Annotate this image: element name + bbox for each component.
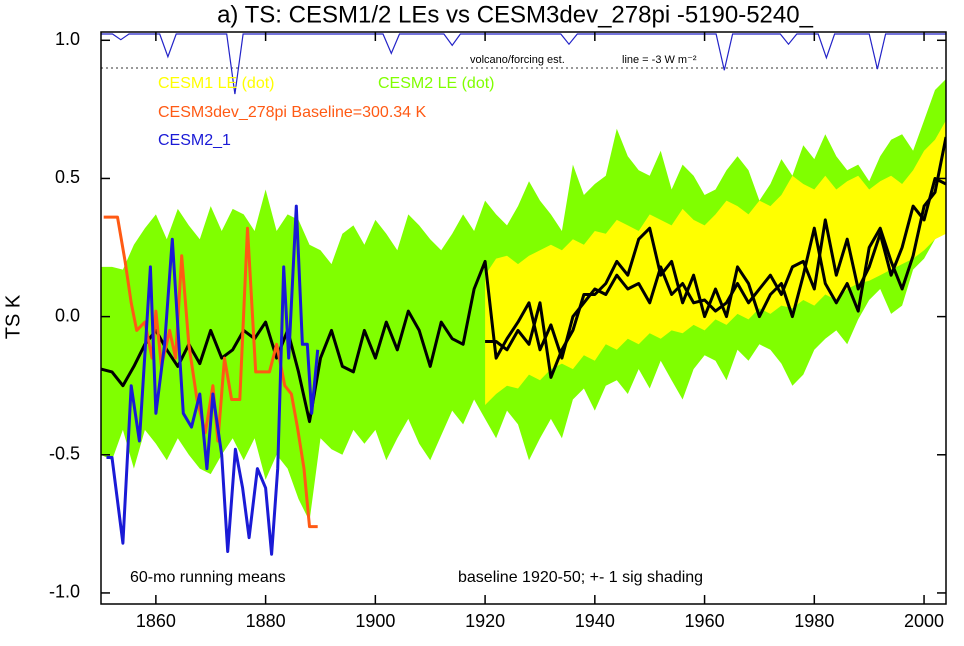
x-tick-label: 1920 — [465, 611, 505, 631]
x-tick-label: 1860 — [136, 611, 176, 631]
y-tick-label: 1.0 — [55, 29, 80, 49]
x-tick-label: 1880 — [246, 611, 286, 631]
annotation: baseline 1920-50; +- 1 sig shading — [458, 569, 703, 586]
y-axis-label: TS K — [2, 294, 24, 339]
x-tick-label: 1940 — [575, 611, 615, 631]
legend-entry: CESM3dev_278pi Baseline=300.34 K — [158, 104, 427, 121]
chart-title: a) TS: CESM1/2 LEs vs CESM3dev_278pi -51… — [217, 1, 814, 28]
ensemble-mean-line — [485, 136, 946, 379]
y-tick-label: -0.5 — [49, 444, 80, 464]
forcing-reference-label: line = -3 W m⁻² — [622, 54, 697, 66]
legend-entry: CESM2_1 — [158, 132, 231, 149]
series-line — [103, 215, 318, 529]
legend-entry: CESM1 LE (dot) — [158, 75, 274, 92]
x-tick-label: 1900 — [355, 611, 395, 631]
annotation: 60-mo running means — [130, 569, 286, 586]
y-tick-label: 0.5 — [55, 167, 80, 187]
y-tick-label: 0.0 — [55, 305, 80, 325]
series-line — [106, 204, 320, 556]
forcing-label: volcano/forcing est. — [470, 54, 565, 66]
x-tick-label: 1980 — [794, 611, 834, 631]
x-tick-label: 1960 — [685, 611, 725, 631]
spread-band — [485, 120, 946, 406]
y-tick-label: -1.0 — [49, 582, 80, 602]
plot-area — [101, 33, 946, 556]
forcing-line — [101, 33, 946, 95]
axes: 1860 1880 1900 1920 1940 1960 1980 2000 -1.0 -0.5… — [49, 29, 946, 631]
legend-entry: CESM2 LE (dot) — [378, 75, 494, 92]
plot-frame — [100, 31, 947, 605]
x-tick-label: 2000 — [904, 611, 944, 631]
